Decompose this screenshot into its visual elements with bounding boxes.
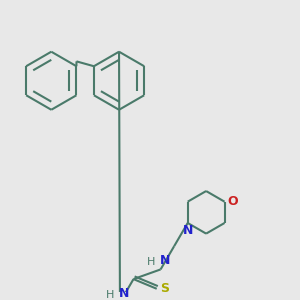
Text: N: N — [182, 224, 193, 237]
Text: N: N — [119, 287, 129, 300]
Text: H: H — [106, 290, 114, 300]
Text: H: H — [146, 256, 155, 266]
Text: S: S — [160, 282, 169, 295]
Text: O: O — [227, 195, 238, 208]
Text: N: N — [160, 254, 170, 266]
